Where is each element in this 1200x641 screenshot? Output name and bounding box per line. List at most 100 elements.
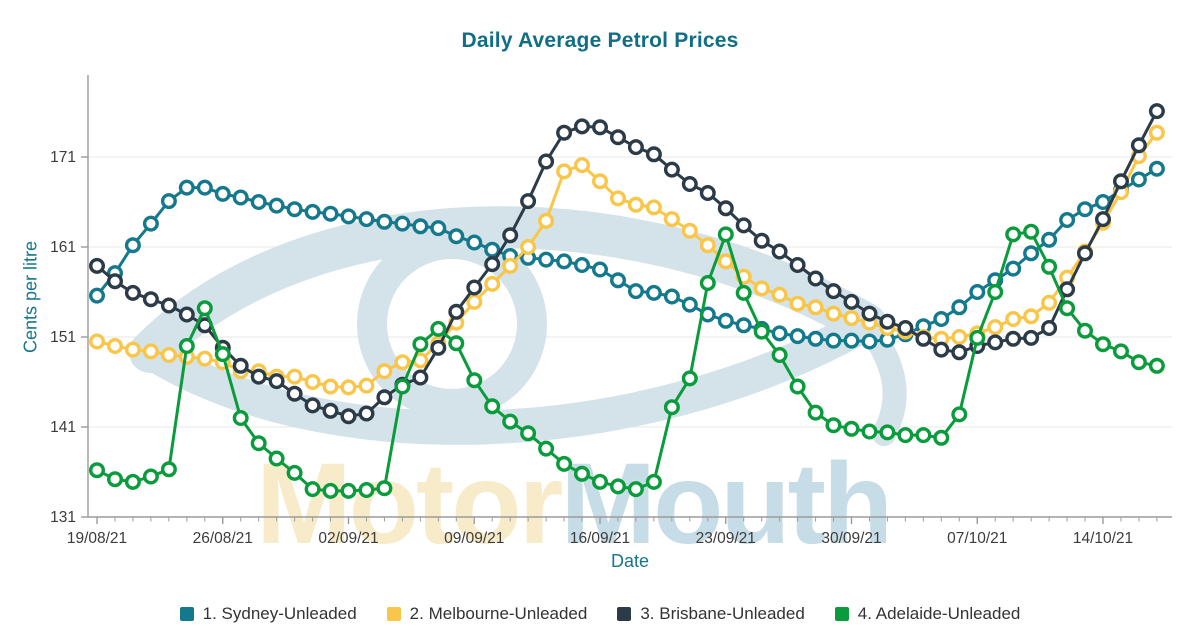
data-point (304, 374, 321, 391)
data-point (178, 179, 195, 196)
data-point (915, 427, 932, 444)
data-point (142, 343, 159, 360)
data-point (825, 417, 842, 434)
data-point (340, 208, 357, 225)
data-point (286, 368, 303, 385)
data-point (627, 139, 644, 156)
data-point (627, 481, 644, 498)
data-point (322, 402, 339, 419)
data-point (160, 461, 177, 478)
data-point (484, 256, 501, 273)
x-tick-label: 26/08/21 (193, 530, 253, 547)
y-tick-label: 171 (50, 149, 76, 166)
data-point (1112, 173, 1129, 190)
data-point (1023, 223, 1040, 240)
data-point (771, 325, 788, 342)
data-point (358, 405, 375, 422)
eye-iris (357, 229, 547, 419)
data-point (1148, 124, 1165, 141)
data-point (717, 253, 734, 270)
series-brisbane-unleaded (88, 103, 1165, 425)
data-point (394, 378, 411, 395)
data-point (448, 228, 465, 245)
data-point (861, 305, 878, 322)
data-point (1130, 354, 1147, 371)
data-point (933, 311, 950, 328)
data-point (789, 257, 806, 274)
data-point (1148, 103, 1165, 120)
data-point (1059, 300, 1076, 317)
data-point (520, 238, 537, 255)
legend-label: 3. Brisbane-Unleaded (640, 604, 805, 623)
data-point (807, 270, 824, 287)
data-point (663, 399, 680, 416)
data-point (142, 468, 159, 485)
axes: 131 141 151 161 171 19/08/21 26/08/21 02/09/21 0… (50, 75, 1172, 547)
data-point (717, 312, 734, 329)
data-point (160, 347, 177, 364)
data-point (771, 243, 788, 260)
data-point (520, 193, 537, 210)
y-tick-label: 151 (50, 329, 76, 346)
data-point (250, 368, 267, 385)
data-point (1023, 329, 1040, 346)
x-tick-label: 30/09/21 (821, 530, 881, 547)
data-point (681, 222, 698, 239)
data-point (699, 275, 716, 292)
data-point (466, 279, 483, 296)
data-point (412, 369, 429, 386)
eye-upper-lid (129, 206, 887, 373)
data-point (987, 284, 1004, 301)
data-point (430, 320, 447, 337)
data-point (196, 179, 213, 196)
data-point (340, 408, 357, 425)
data-point (538, 153, 555, 170)
legend-item-adelaide[interactable]: 4. Adelaide-Unleaded (834, 604, 1020, 624)
x-tick-label: 16/09/21 (570, 530, 630, 547)
data-point (771, 286, 788, 303)
data-point (1023, 308, 1040, 325)
data-point (376, 213, 393, 230)
data-point (88, 287, 105, 304)
data-point (466, 234, 483, 251)
data-point (502, 257, 519, 274)
data-point (843, 293, 860, 310)
data-point (268, 197, 285, 214)
data-point (592, 173, 609, 190)
data-point (322, 205, 339, 222)
data-point (1112, 343, 1129, 360)
legend-item-melbourne[interactable]: 2. Melbourne-Unleaded (386, 604, 587, 624)
y-tick-label: 161 (50, 239, 76, 256)
data-point (807, 330, 824, 347)
data-point (897, 427, 914, 444)
data-point (807, 299, 824, 316)
data-point (610, 272, 627, 289)
data-point (753, 232, 770, 249)
data-point (484, 241, 501, 258)
data-point (178, 338, 195, 355)
melbourne-legend-swatch (386, 607, 401, 621)
x-tick-label: 19/08/21 (67, 530, 127, 547)
data-point (951, 329, 968, 346)
data-point (969, 284, 986, 301)
data-point (681, 296, 698, 313)
legend-item-sydney[interactable]: 1. Sydney-Unleaded (179, 604, 357, 624)
data-point (843, 310, 860, 327)
data-point (645, 284, 662, 301)
data-point (484, 398, 501, 415)
data-point (1005, 260, 1022, 277)
data-point (304, 397, 321, 414)
data-point (1094, 211, 1111, 228)
data-point (1094, 193, 1111, 210)
watermark-text: MotorMouth (256, 440, 890, 568)
data-point (610, 478, 627, 495)
x-tick-label: 07/10/21 (947, 530, 1007, 547)
data-point (556, 253, 573, 270)
legend-item-brisbane[interactable]: 3. Brisbane-Unleaded (617, 604, 805, 624)
data-point (322, 378, 339, 395)
data-point (735, 317, 752, 334)
data-point (915, 330, 932, 347)
data-point (574, 465, 591, 482)
data-point (448, 303, 465, 320)
